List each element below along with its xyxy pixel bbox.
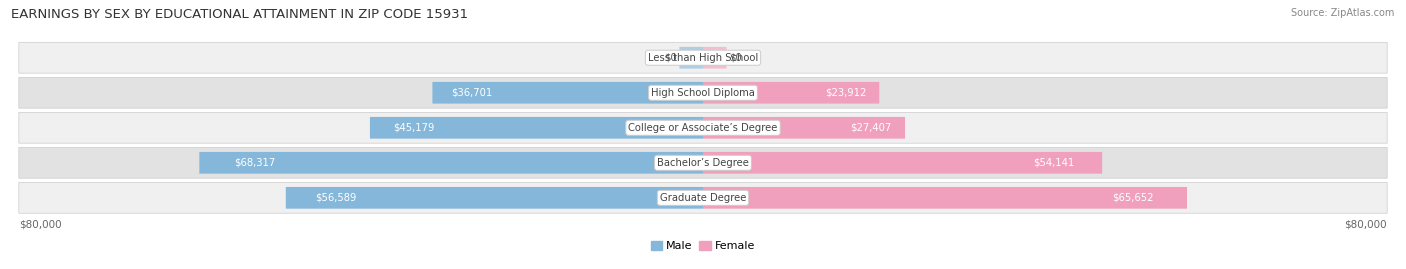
Text: High School Diploma: High School Diploma	[651, 88, 755, 98]
Text: $45,179: $45,179	[394, 123, 434, 133]
Text: $27,407: $27,407	[849, 123, 891, 133]
Text: $56,589: $56,589	[315, 193, 356, 203]
Text: Bachelor’s Degree: Bachelor’s Degree	[657, 158, 749, 168]
Text: $65,652: $65,652	[1112, 193, 1153, 203]
FancyBboxPatch shape	[679, 47, 703, 69]
FancyBboxPatch shape	[703, 117, 905, 139]
FancyBboxPatch shape	[18, 182, 1388, 213]
Text: $80,000: $80,000	[18, 220, 62, 229]
FancyBboxPatch shape	[18, 147, 1388, 178]
Text: $80,000: $80,000	[1344, 220, 1388, 229]
FancyBboxPatch shape	[200, 152, 703, 174]
Text: College or Associate’s Degree: College or Associate’s Degree	[628, 123, 778, 133]
Text: $68,317: $68,317	[235, 158, 276, 168]
FancyBboxPatch shape	[285, 187, 703, 209]
FancyBboxPatch shape	[18, 77, 1388, 108]
FancyBboxPatch shape	[18, 112, 1388, 143]
Text: $23,912: $23,912	[825, 88, 868, 98]
Text: Graduate Degree: Graduate Degree	[659, 193, 747, 203]
Text: Less than High School: Less than High School	[648, 53, 758, 63]
FancyBboxPatch shape	[703, 82, 879, 104]
FancyBboxPatch shape	[703, 152, 1102, 174]
Text: EARNINGS BY SEX BY EDUCATIONAL ATTAINMENT IN ZIP CODE 15931: EARNINGS BY SEX BY EDUCATIONAL ATTAINMEN…	[11, 8, 468, 21]
Text: $0: $0	[665, 53, 678, 63]
Text: $36,701: $36,701	[451, 88, 492, 98]
Text: $0: $0	[728, 53, 741, 63]
FancyBboxPatch shape	[703, 47, 727, 69]
Legend: Male, Female: Male, Female	[647, 236, 759, 256]
FancyBboxPatch shape	[703, 187, 1187, 209]
FancyBboxPatch shape	[370, 117, 703, 139]
Text: Source: ZipAtlas.com: Source: ZipAtlas.com	[1291, 8, 1395, 18]
FancyBboxPatch shape	[433, 82, 703, 104]
Text: $54,141: $54,141	[1033, 158, 1074, 168]
FancyBboxPatch shape	[18, 42, 1388, 73]
